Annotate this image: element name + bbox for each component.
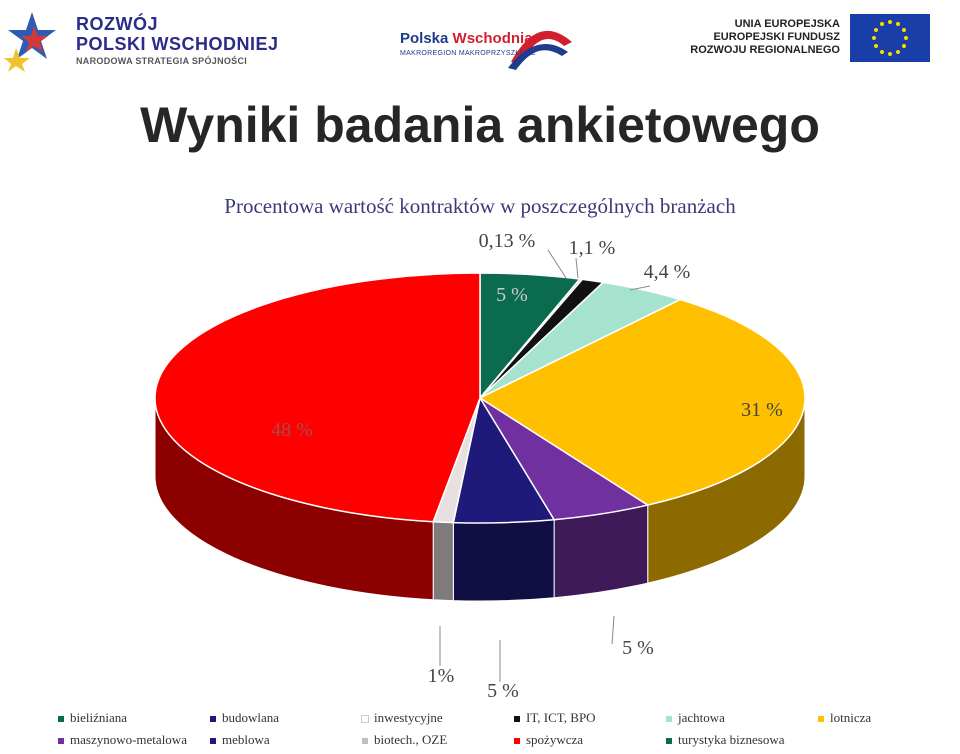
rozwoj-logo-text: ROZWÓJ POLSKI WSCHODNIEJ NARODOWA STRATE… [76,14,279,68]
legend-label: spożywcza [526,732,584,747]
slice-data-label: 0,13 % [479,230,536,252]
legend-swatch [666,738,672,745]
legend-swatch [58,738,64,745]
label-leader-line [575,257,579,279]
legend-label: lotnicza [830,710,872,725]
legend-swatch [666,716,672,723]
legend-label: maszynowo-metalowa [70,732,187,747]
unia-europejska-logo: UNIA EUROPEJSKA EUROPEJSKI FUNDUSZ ROZWO… [690,14,950,64]
legend-swatch [362,738,368,745]
legend-label: bieliźniana [70,710,128,725]
eu-line3: ROZWOJU REGIONALNEGO [690,44,840,56]
legend-label: jachtowa [678,710,725,725]
legend-label: inwestycyjne [374,710,443,725]
label-leader-line [547,249,567,279]
legend-swatch [58,716,64,723]
legend-item: inwestycyjne [361,710,443,726]
slice-data-label: 48 % [271,419,313,441]
legend-item: IT, ICT, BPO [514,710,596,726]
slice-data-label: 31 % [741,399,783,421]
eu-line1: UNIA EUROPEJSKA [734,18,840,30]
legend-label: budowlana [222,710,280,725]
logo-mid-name: Polska Wschodnia [400,30,533,47]
legend-label: IT, ICT, BPO [526,710,596,725]
logo-bar: ROZWÓJ POLSKI WSCHODNIEJ NARODOWA STRATE… [0,0,960,80]
legend-item: maszynowo-metalowa [58,732,187,748]
legend-item: jachtowa [666,710,725,726]
logo-mid-word2: Wschodnia [452,30,533,47]
pie-slice [154,272,481,523]
wave-arrow-icon [508,30,572,70]
chart-title: Procentowa wartość kontraktów w poszczeg… [224,194,736,218]
polska-wschodnia-logo: Polska Wschodnia MAKROREGION MAKROPRZYSZ… [398,16,578,72]
legend-swatch [818,716,824,723]
legend-item: bieliźniana [58,710,127,726]
eu-flag-icon [850,14,930,62]
logo-mid-tagline: MAKROREGION MAKROPRZYSZŁOŚĆ [400,50,536,57]
logo-mid-word1: Polska [400,30,449,47]
eu-line2: EUROPEJSKI FUNDUSZ [713,31,840,43]
logo-left-line2: POLSKI WSCHODNIEJ [76,34,279,54]
legend-swatch [210,738,216,745]
legend-swatch [514,738,520,745]
slice-data-label: 5 % [496,284,528,306]
legend-item: budowlana [210,710,279,726]
legend-item: turystyka biznesowa [666,732,785,748]
legend-label: turystyka biznesowa [678,732,785,747]
slice-data-label: 5 % [622,637,654,659]
logo-left-line1: ROZWÓJ [76,14,158,34]
slice-data-label: 1% [428,665,455,687]
pie-slice-side [452,519,555,602]
legend-swatch [361,715,369,724]
legend-item: meblowa [210,732,270,748]
legend-item: lotnicza [818,710,871,726]
label-leader-line [629,285,651,291]
legend-label: biotech., OZE [374,732,448,747]
rozwoj-polski-wschodniej-logo: ROZWÓJ POLSKI WSCHODNIEJ NARODOWA STRATE… [4,8,304,76]
chart-legend: bieliźniana budowlana inwestycyjne IT, ICT,… [58,708,958,754]
legend-swatch [514,716,520,723]
pie-slice [478,298,806,506]
star-logo-icon [4,8,60,74]
legend-label: meblowa [222,732,270,747]
label-leader-line [611,615,615,645]
legend-item: biotech., OZE [362,732,447,748]
logo-left-line3: NARODOWA STRATEGIA SPÓJNOŚCI [76,56,248,66]
legend-swatch [210,716,216,723]
pie-chart: 5 % 0,13 % 1,1 % 4,4 % 31 % 5 % 5 % 1% 48 % [154,230,806,702]
slice-data-label: 5 % [487,680,519,702]
legend-item: spożywcza [514,732,583,748]
eu-logo-text: UNIA EUROPEJSKA EUROPEJSKI FUNDUSZ ROZWO… [690,18,840,57]
slice-data-label: 1,1 % [569,237,616,259]
page-title: Wyniki badania ankietowego [140,97,820,153]
slice-data-label: 4,4 % [644,261,691,283]
pie-slice-side [432,521,454,602]
